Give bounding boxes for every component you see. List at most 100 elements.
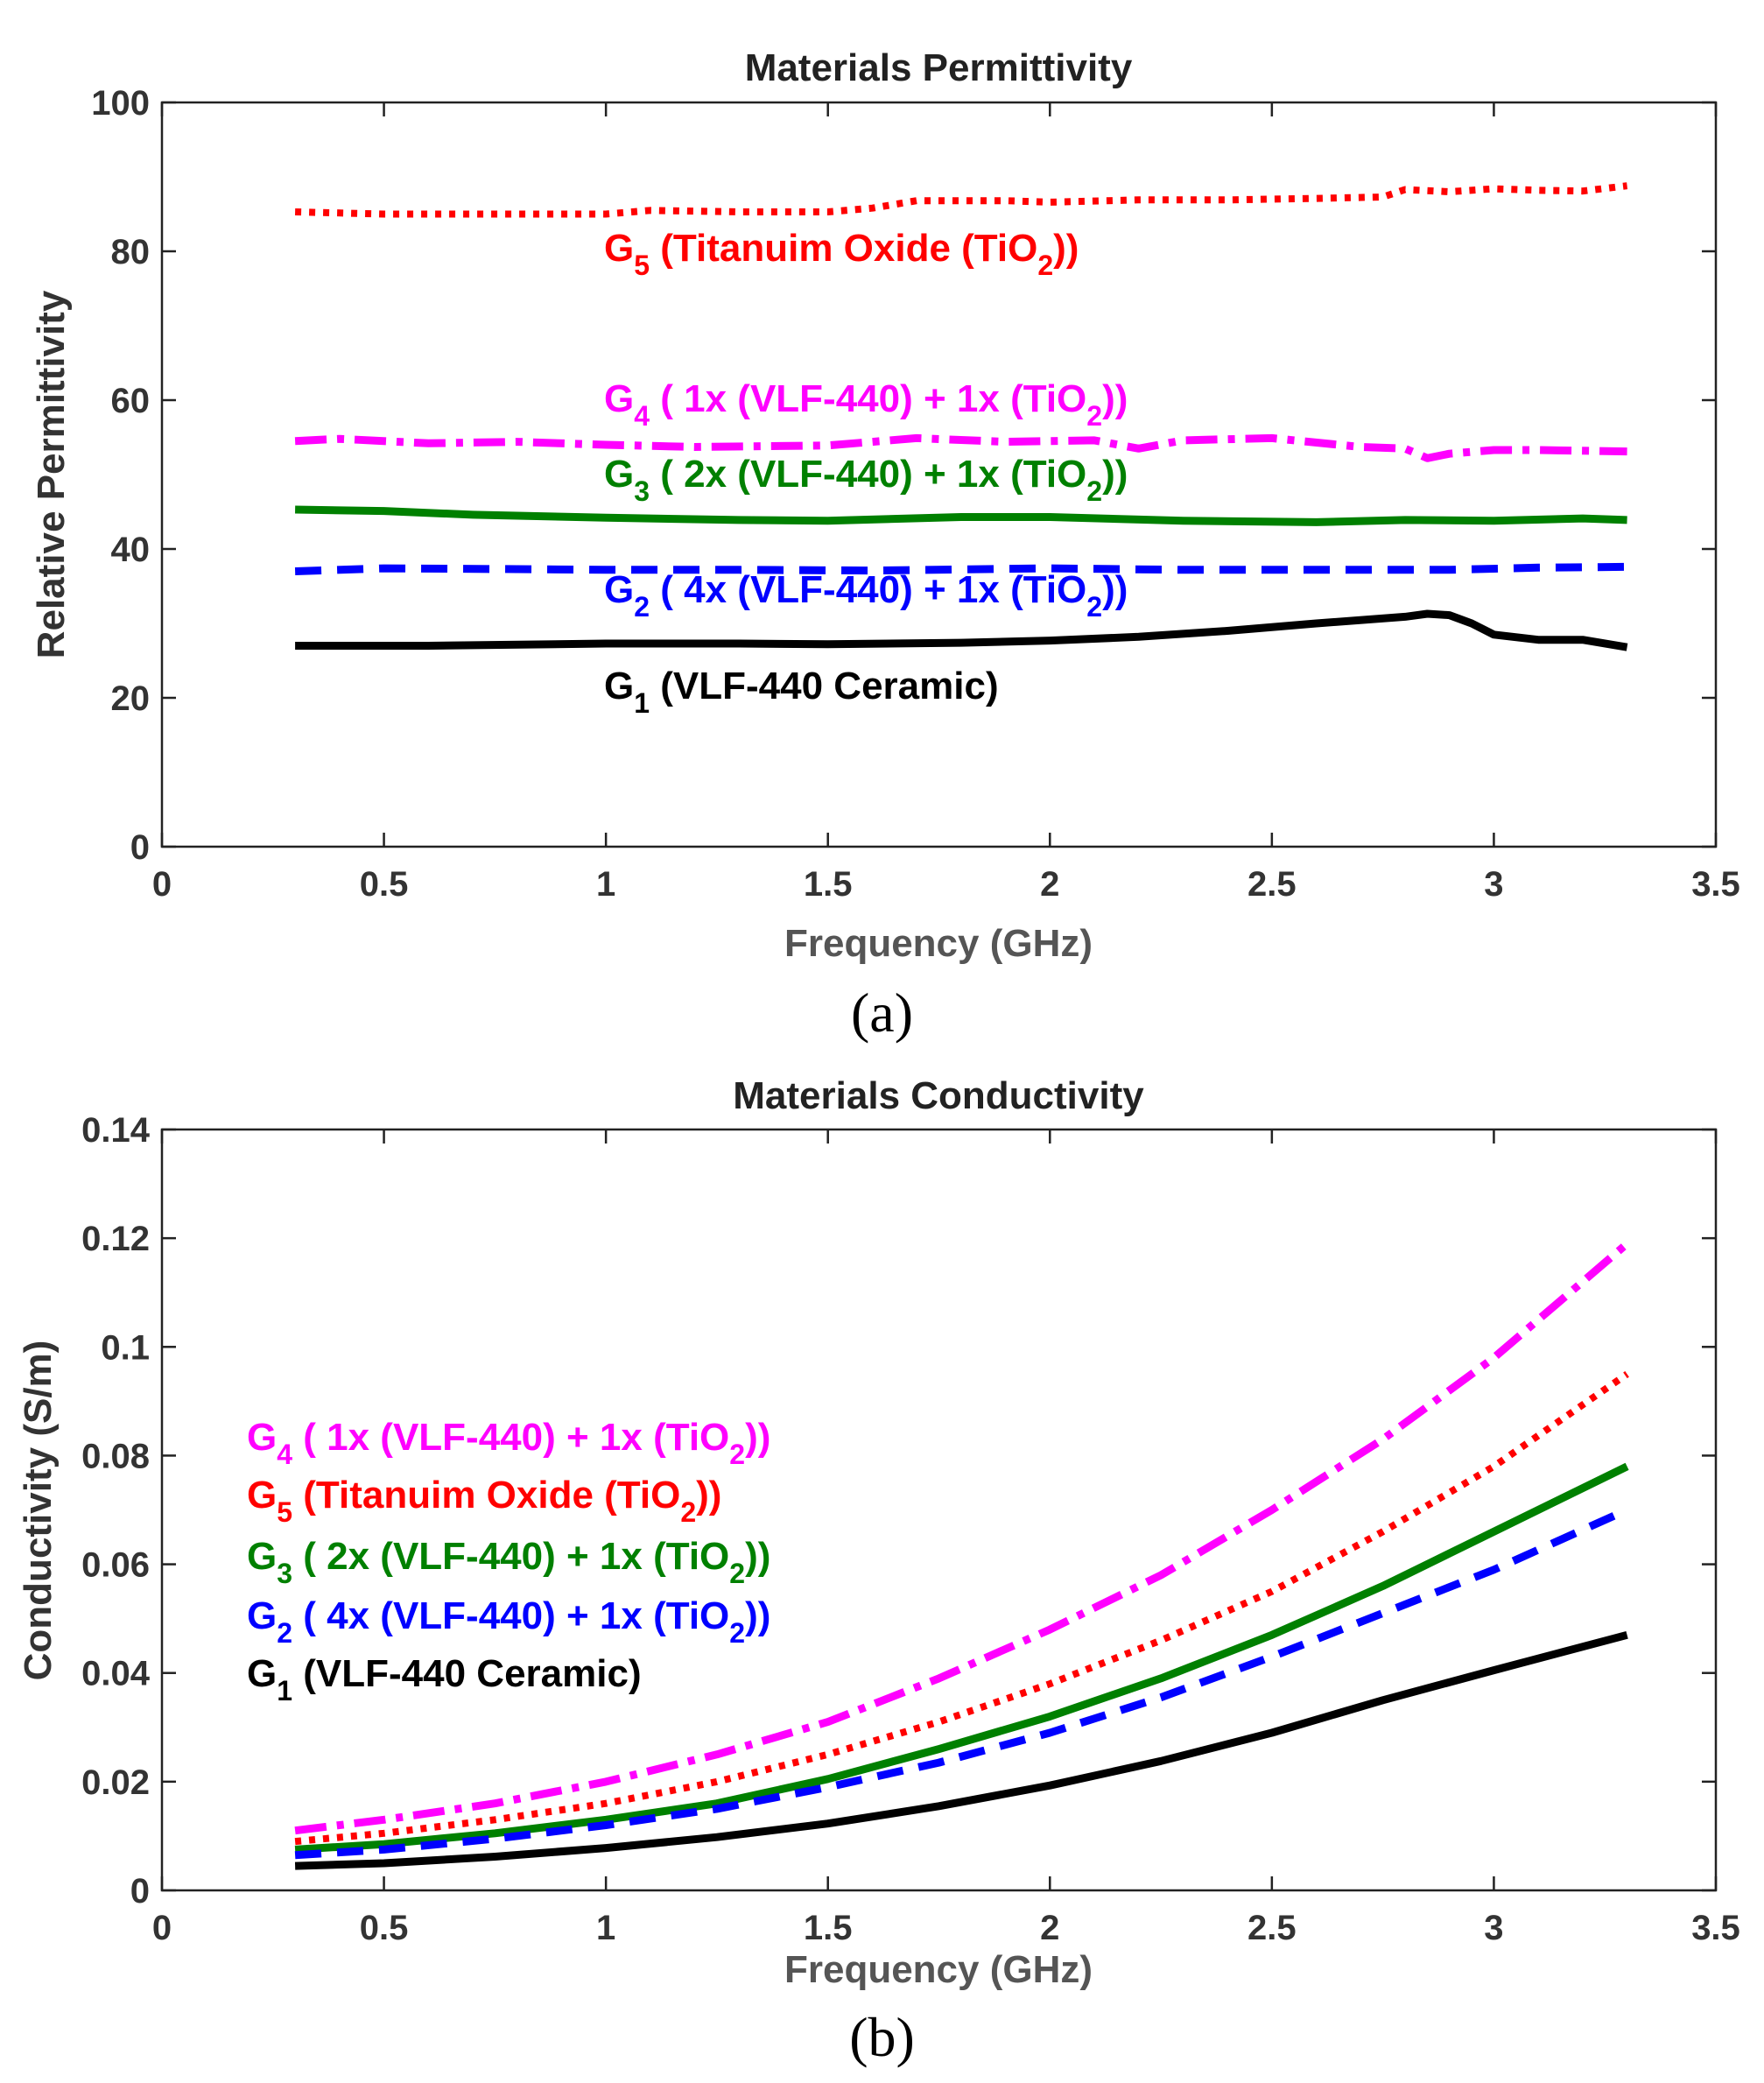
series-layer-b [294,1240,1630,1870]
y-tick-label: 20 [111,679,151,718]
series-label-g3: G3 ( 2x (VLF-440) + 1x (TiO2)) [604,453,1128,507]
series-layer-a [294,182,1628,651]
x-axis-ticks-b: 0 0.5 1 1.5 2 2.5 3 3.5 [152,1129,1740,1947]
label-part-sub: 4 [277,1439,292,1470]
permittivity-chart: Materials Permittivity 0 0.5 1 1.5 2 2.5 3 3.5 … [30,46,1740,965]
y-axis-label-a: Relative Permittivity [30,290,73,658]
x-tick-label: 0 [152,1909,172,1947]
y-tick-label: 60 [111,382,151,420]
x-tick-label: 0.5 [360,1909,409,1947]
label-part-text: (VLF-440 Ceramic) [292,1652,642,1695]
y-tick-label: 0 [130,828,150,867]
label-part-sym: G [247,1594,277,1637]
label-part-tail: )) [745,1416,770,1459]
y-tick-label: 0.12 [81,1220,150,1258]
x-tick-label: 0.5 [360,865,409,904]
label-part-text: ( 1x (VLF-440) + 1x (TiO [292,1416,729,1459]
series-label-g5: G5 (Titanuim Oxide (TiO2)) [604,227,1079,281]
label-part-sym: G [604,568,634,611]
series-line-g4 [294,433,1627,462]
x-tick-label: 2.5 [1247,1909,1297,1947]
label-part-text: (Titanuim Oxide (TiO [292,1474,680,1517]
x-tick-label: 2.5 [1247,865,1297,904]
label-part-text: ( 1x (VLF-440) + 1x (TiO [650,377,1086,420]
plot-area-a [162,102,1716,847]
series-line-g2 [294,1506,1629,1860]
axes-frame-a [160,101,1718,848]
x-tick-label: 3.5 [1691,1909,1740,1947]
label-part-text: ( 4x (VLF-440) + 1x (TiO [292,1594,729,1637]
y-tick-label: 0.1 [101,1328,150,1367]
series-label-g4: G4 ( 1x (VLF-440) + 1x (TiO2)) [247,1416,770,1470]
label-part-sym: G [247,1474,277,1517]
label-part-sub2: 2 [729,1558,745,1589]
label-part-sym: G [247,1652,277,1695]
x-tick-label: 2 [1040,865,1059,904]
conductivity-chart: Materials Conductivity 0 0.5 1 1.5 2 2.5 3 3.5 … [17,1074,1740,1991]
series-line-g1 [294,1630,1628,1870]
chart-title-b: Materials Conductivity [733,1074,1144,1117]
label-part-sub: 2 [634,591,650,623]
label-part-sub2: 2 [729,1617,745,1649]
y-tick-label: 0.08 [81,1437,150,1475]
label-part-sym: G [604,453,634,496]
series-line-g3 [294,1462,1629,1854]
y-axis-label-b: Conductivity (S/m) [17,1341,60,1681]
x-tick-label: 1.5 [804,865,853,904]
label-part-text: (Titanuim Oxide (TiO [650,227,1037,270]
label-part-sub2: 2 [729,1439,745,1470]
y-tick-label: 0.02 [81,1763,150,1802]
y-axis-ticks-a: 0 20 40 60 80 100 [91,84,1716,867]
y-tick-label: 80 [111,233,151,271]
label-part-text: ( 4x (VLF-440) + 1x (TiO [650,568,1086,611]
x-tick-label: 1.5 [804,1909,853,1947]
y-tick-label: 0.04 [81,1655,151,1693]
label-part-sub2: 2 [1086,475,1102,507]
x-tick-label: 3 [1484,1909,1503,1947]
y-tick-label: 0 [130,1872,150,1911]
series-labels-b: G4 ( 1x (VLF-440) + 1x (TiO2))G5 (Titanu… [247,1416,770,1707]
label-part-sub2: 2 [1086,591,1102,623]
series-label-g1: G1 (VLF-440 Ceramic) [247,1652,642,1707]
series-label-g3: G3 ( 2x (VLF-440) + 1x (TiO2)) [247,1535,770,1589]
x-axis-ticks-a: 0 0.5 1 1.5 2 2.5 3 3.5 [152,102,1740,904]
series-label-g2: G2 ( 4x (VLF-440) + 1x (TiO2)) [247,1594,770,1649]
series-line-g1 [295,609,1628,651]
series-line-g5 [295,182,1628,218]
label-part-sub: 2 [277,1617,292,1649]
x-tick-label: 3.5 [1691,865,1740,904]
label-part-tail: )) [745,1594,770,1637]
label-part-sub2: 2 [680,1496,696,1528]
label-part-sym: G [247,1535,277,1578]
label-part-sub: 4 [634,400,650,432]
label-part-tail: )) [696,1474,721,1517]
label-part-sub: 5 [634,250,650,281]
label-part-tail: )) [1053,227,1079,270]
y-tick-label: 0.14 [81,1111,151,1150]
label-part-text: (VLF-440 Ceramic) [650,665,999,707]
series-label-g5: G5 (Titanuim Oxide (TiO2)) [247,1474,721,1528]
x-axis-label-b: Frequency (GHz) [784,1948,1093,1991]
series-label-g1: G1 (VLF-440 Ceramic) [604,665,999,719]
label-part-sym: G [604,227,634,270]
label-part-sym: G [604,377,634,420]
label-part-text: ( 2x (VLF-440) + 1x (TiO [292,1535,729,1578]
x-tick-label: 2 [1040,1909,1059,1947]
panel-label-b: (b) [849,2006,915,2068]
chart-title-a: Materials Permittivity [745,46,1133,89]
label-part-sub: 3 [634,475,650,507]
label-part-sym: G [247,1416,277,1459]
panel-label-a: (a) [850,982,914,1044]
x-tick-label: 1 [596,865,615,904]
label-part-tail: )) [1102,453,1128,496]
label-part-sym: G [604,665,634,707]
series-labels-a: G5 (Titanuim Oxide (TiO2))G4 ( 1x (VLF-4… [604,227,1128,719]
y-tick-label: 0.06 [81,1546,150,1585]
series-line-g5 [294,1371,1629,1846]
label-part-sub: 1 [277,1675,292,1707]
x-axis-label-a: Frequency (GHz) [784,922,1093,965]
label-part-tail: )) [1102,568,1128,611]
y-tick-label: 40 [111,531,151,569]
series-label-g2: G2 ( 4x (VLF-440) + 1x (TiO2)) [604,568,1128,623]
x-tick-label: 3 [1484,865,1503,904]
